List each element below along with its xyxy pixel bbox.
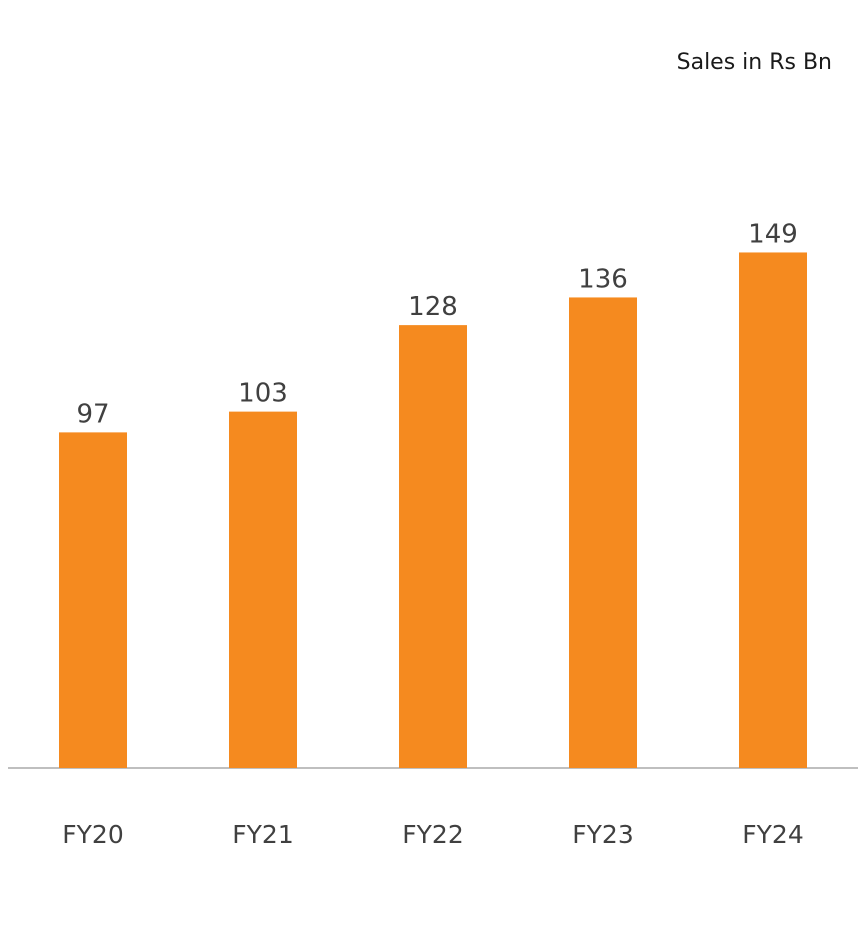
bar-fy20 — [59, 432, 127, 768]
bar-fy22 — [399, 325, 467, 768]
x-tick-label-fy21: FY21 — [232, 820, 293, 849]
data-label-fy24: 149 — [748, 219, 798, 249]
bar-fy23 — [569, 297, 637, 768]
x-tick-label-fy24: FY24 — [742, 820, 803, 849]
bar-fy21 — [229, 411, 297, 768]
data-label-fy20: 97 — [76, 399, 109, 429]
data-label-fy21: 103 — [238, 379, 288, 409]
data-label-fy22: 128 — [408, 292, 458, 322]
bar-fy24 — [739, 252, 807, 768]
chart-title: Sales in Rs Bn — [676, 50, 832, 75]
x-tick-label-fy20: FY20 — [62, 820, 123, 849]
data-label-fy23: 136 — [578, 264, 628, 294]
x-tick-label-fy22: FY22 — [402, 820, 463, 849]
x-tick-label-fy23: FY23 — [572, 820, 633, 849]
